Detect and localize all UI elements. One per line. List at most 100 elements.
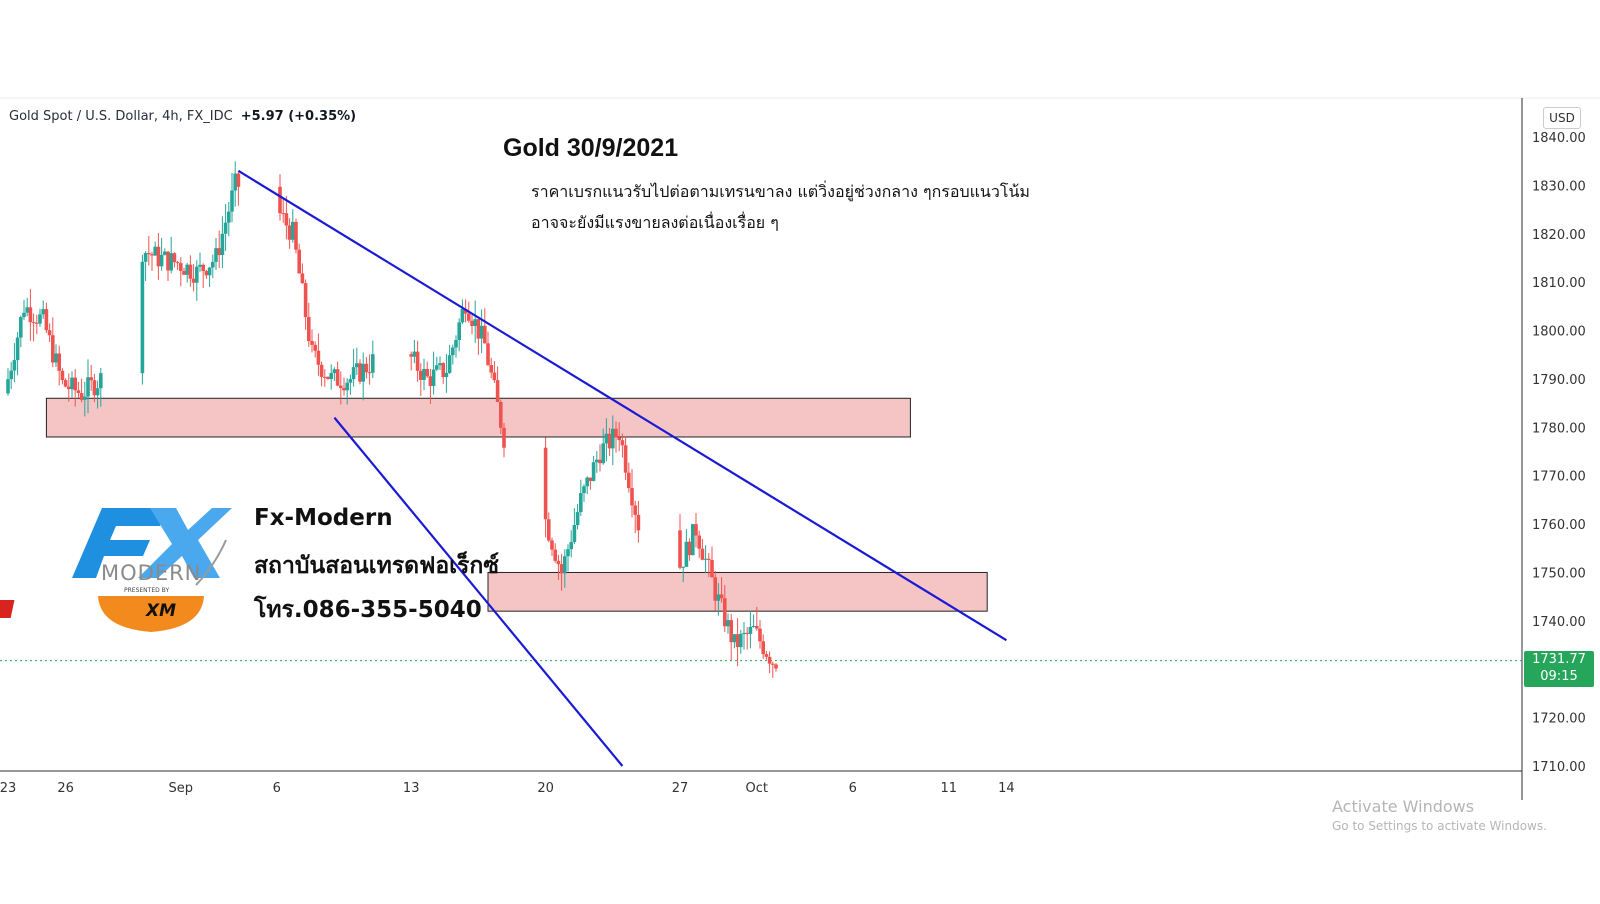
candle-body-143 [614,428,618,438]
time-tick-2: Sep [169,781,194,796]
price-tick-1810: 1810.00 [1532,276,1586,291]
candle-body-24 [83,396,87,400]
candle-body-33 [150,254,154,256]
logo-xm-mark [0,600,15,618]
time-tick-8: 6 [849,781,857,796]
time-tick-7: Oct [746,781,768,796]
time-tick-1: 26 [57,781,74,796]
candle-body-123 [550,540,554,550]
logo-x-shape [138,508,232,578]
last-price-value: 1731.77 [1532,652,1586,667]
candle-body-164 [719,594,724,599]
candle-body-14 [51,335,55,363]
candle-body-3 [15,337,20,361]
logo-xm-text: XM [145,601,176,621]
candle-body-64 [287,225,292,240]
candle-body-68 [300,273,305,284]
candle-body-125 [556,560,561,565]
trendline-2 [333,416,624,767]
candle-body-17 [60,370,65,381]
chart-title: Gold 30/9/2021 [503,134,679,162]
candle-body-23 [79,393,84,400]
price-tick-1790: 1790.00 [1532,373,1586,388]
candle-body-160 [707,558,711,560]
candle-body-81 [342,387,346,391]
candle-body-84 [351,367,356,380]
candle-body-114 [483,325,487,344]
candle-body-91 [409,354,413,357]
price-tick-1820: 1820.00 [1532,228,1586,243]
candle-body-124 [553,549,557,561]
candle-body-106 [457,322,461,341]
candle-body-161 [710,559,714,578]
candle-body-177 [761,641,765,655]
candle-body-89 [367,372,372,374]
candle-body-146 [623,445,628,473]
candle-body-166 [726,620,730,627]
candle-body-46 [191,278,196,283]
symbol-name: Gold Spot / U.S. Dollar, 4h, FX_IDC [9,109,233,124]
candle-body-80 [339,385,343,388]
candle-body-44 [185,264,189,275]
price-tick-1760: 1760.00 [1532,518,1586,533]
candle-body-104 [451,347,455,356]
currency-button[interactable]: USD [1543,107,1581,129]
fx-modern-logo: MODERN PRESENTED BY XM [0,508,232,632]
candle-body-67 [297,249,301,274]
candle-body-29 [99,373,103,389]
candle-body-26 [89,377,93,381]
candle-body-129 [569,542,573,550]
candle-body-179 [767,656,772,664]
candle-body-51 [207,267,212,276]
candle-body-58 [230,190,234,212]
candle-body-122 [547,519,551,541]
price-change: +5.97 (+0.35%) [240,109,357,124]
candle-body-74 [319,364,324,377]
candle-body-137 [595,459,599,463]
candle-body-100 [438,363,442,366]
candle-body-148 [630,488,634,506]
candle-body-76 [326,376,330,379]
candle-body-86 [358,363,362,382]
candle-body-147 [627,472,631,489]
candle-body-120 [502,427,506,448]
candle-body-113 [479,325,484,339]
candle-body-85 [355,363,359,368]
candle-body-142 [611,428,615,449]
candle-body-176 [758,628,762,642]
candle-body-103 [447,355,452,373]
candle-body-49 [201,264,205,272]
candle-body-132 [579,493,583,513]
candle-body-117 [492,372,497,381]
candle-body-40 [172,253,177,263]
candle-body-31 [143,252,148,262]
candle-body-28 [95,388,100,396]
candle-body-82 [345,382,349,391]
candle-body-48 [198,264,202,267]
candle-body-63 [284,213,289,226]
candle-body-135 [588,477,593,481]
candle-body-22 [76,390,81,394]
candle-body-116 [489,364,493,373]
time-tick-3: 6 [273,781,281,796]
candle-body-151 [678,530,682,568]
candle-body-69 [303,283,308,318]
candle-body-56 [223,222,228,234]
candle-body-175 [755,626,759,629]
candle-body-27 [92,380,97,396]
candle-body-109 [467,313,471,321]
candle-body-180 [771,663,775,665]
time-tick-6: 27 [672,781,689,796]
logo-presented-text: PRESENTED BY [124,587,169,594]
candle-body-5 [22,312,26,318]
candle-body-121 [543,447,548,520]
candle-body-19 [67,386,71,390]
candle-body-155 [691,524,695,556]
candle-body-94 [419,370,423,380]
candle-body-59 [233,173,237,191]
candle-body-47 [195,266,199,283]
candle-body-34 [153,246,157,256]
candle-body-128 [566,549,570,557]
